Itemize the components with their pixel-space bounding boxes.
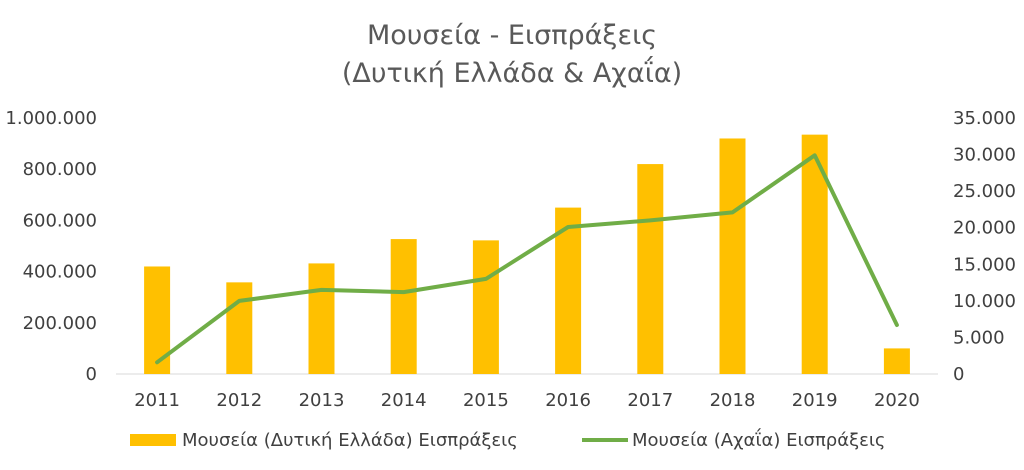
y-left-tick-label: 800.000 bbox=[23, 159, 97, 180]
y-right-tick-label: 10.000 bbox=[953, 291, 1016, 312]
x-tick-label: 2020 bbox=[874, 390, 920, 411]
bar bbox=[472, 240, 499, 374]
y-right-tick-label: 35.000 bbox=[953, 108, 1016, 129]
y-right-tick-label: 15.000 bbox=[953, 254, 1016, 275]
y-left-tick-label: 1.000.000 bbox=[5, 108, 97, 129]
y-left-tick-label: 600.000 bbox=[23, 210, 97, 231]
x-tick-label: 2018 bbox=[710, 390, 756, 411]
legend-label-line: Μουσεία (Αχαΐα) Εισπράξεις bbox=[632, 428, 886, 451]
x-tick-label: 2013 bbox=[299, 390, 345, 411]
x-tick-label: 2015 bbox=[463, 390, 509, 411]
x-tick-label: 2017 bbox=[627, 390, 673, 411]
y-right-tick-label: 20.000 bbox=[953, 218, 1016, 239]
x-tick-label: 2012 bbox=[216, 390, 262, 411]
plot-area: 0 200.000 400.000 600.000 800.000 1.000.000 0 5… bbox=[5, 108, 1016, 411]
y-right-tick-label: 25.000 bbox=[953, 181, 1016, 202]
bar bbox=[308, 263, 335, 374]
chart-title-line1: Μουσεία - Εισπράξεις bbox=[367, 20, 657, 51]
x-tick-label: 2019 bbox=[792, 390, 838, 411]
bar bbox=[555, 207, 582, 374]
y-right-tick-label: 5.000 bbox=[953, 327, 1005, 348]
legend-swatch-bars bbox=[130, 434, 176, 446]
chart-title-line2: (Δυτική Ελλάδα & Αχαΐα) bbox=[342, 56, 682, 89]
line-series bbox=[155, 153, 899, 365]
bar bbox=[226, 282, 253, 374]
bar bbox=[390, 239, 417, 374]
bar bbox=[637, 164, 664, 374]
x-tick-label: 2016 bbox=[545, 390, 591, 411]
x-tick-label: 2011 bbox=[134, 390, 180, 411]
legend: Μουσεία (Δυτική Ελλάδα) Εισπράξεις Μουσε… bbox=[130, 428, 886, 451]
y-left-tick-label: 200.000 bbox=[23, 313, 97, 334]
y-left-tick-label: 400.000 bbox=[23, 262, 97, 283]
bar bbox=[883, 348, 910, 374]
legend-label-bars: Μουσεία (Δυτική Ελλάδα) Εισπράξεις bbox=[182, 430, 518, 451]
y-left-tick-label: 0 bbox=[86, 364, 97, 385]
y-right-tick-label: 0 bbox=[953, 364, 964, 385]
x-tick-label: 2014 bbox=[381, 390, 427, 411]
bar bbox=[719, 138, 746, 374]
y-right-tick-label: 30.000 bbox=[953, 145, 1016, 166]
